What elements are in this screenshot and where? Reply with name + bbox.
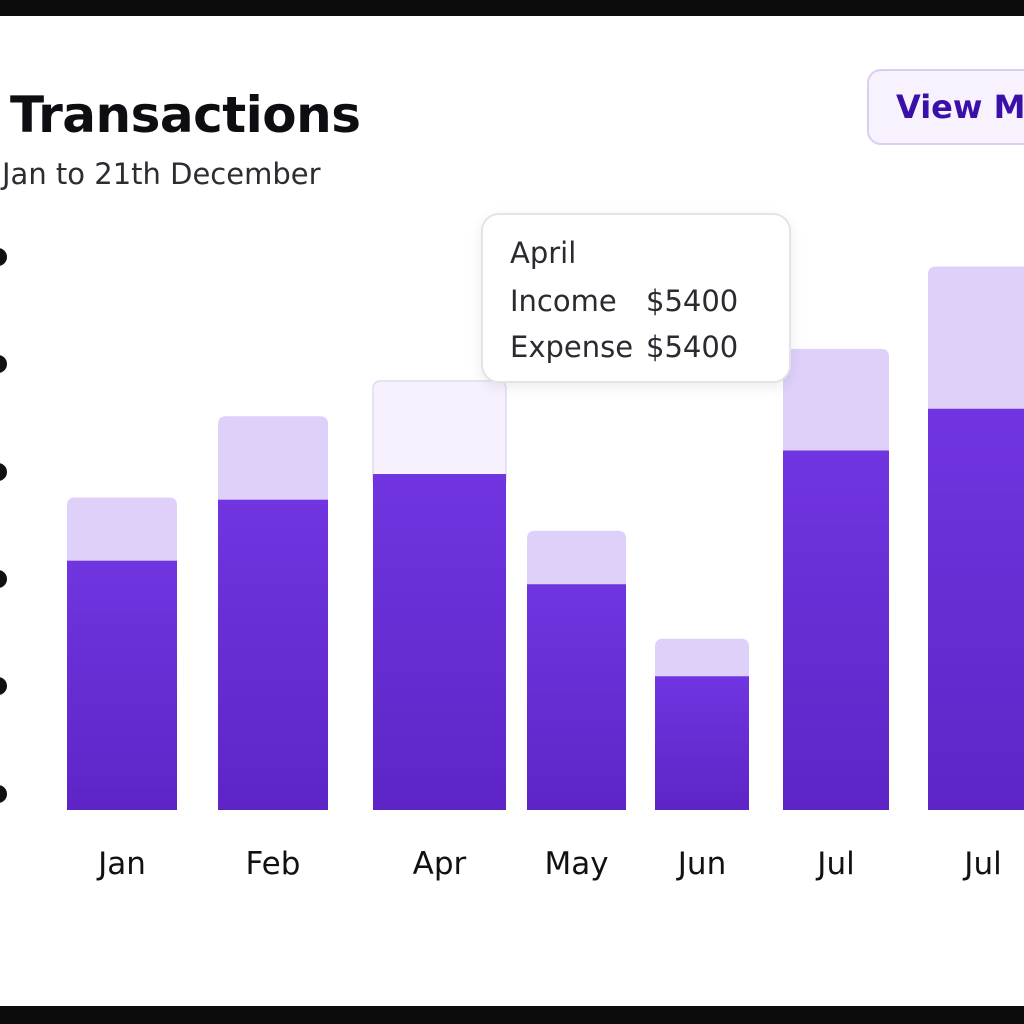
tooltip-income-label: Income [510,284,617,318]
bar-base-3 [527,802,626,810]
y-axis-tick-0 [0,248,7,266]
y-axis-tick-1 [0,355,7,373]
tooltip-income-value: $5400 [646,284,739,318]
bar-baseline-mask-3 [527,810,626,814]
x-tick-label-6: Jul [962,846,1001,882]
bar-baseline-mask-4 [655,810,749,814]
y-axis-tick-5 [0,785,7,803]
bar-income-feb-1[interactable] [218,499,328,810]
bar-income-jan-0[interactable] [67,560,177,810]
x-tick-label-5: Jul [815,846,854,882]
bar-expense-jul-5[interactable] [783,348,889,459]
bar-income-apr-2[interactable] [373,474,506,810]
bar-income-jul-5[interactable] [783,450,889,810]
y-axis-tick-2 [0,463,7,481]
bar-base-1 [218,802,328,810]
bar-base-5 [783,802,889,810]
bar-base-2 [373,802,506,810]
bar-expense-jun-4[interactable] [655,638,749,685]
bar-expense-jan-0[interactable] [67,497,177,569]
bar-baseline-mask-6 [928,810,1024,814]
tooltip-expense-row: Expense $5400 [510,325,789,371]
x-tick-label-0: Jan [96,846,146,882]
bar-expense-feb-1[interactable] [218,416,328,508]
bar-expense-apr-2[interactable] [372,380,507,483]
tooltip-income-row: Income $5400 [510,279,789,325]
bar-baseline-mask-1 [218,810,328,814]
bar-expense-jul-6[interactable] [928,266,1024,417]
chart-card: Jan Feb Apr May Jun Jul Jul Transactions Jan t… [0,16,1024,1006]
bar-baseline-mask-0 [67,810,177,814]
bar-base-0 [67,802,177,810]
bar-base-4 [655,802,749,810]
bar-baseline-mask-5 [783,810,889,814]
tooltip-month: April [510,236,577,270]
bar-tooltip: April Income $5400 Expense $5400 [481,213,791,383]
x-tick-label-4: Jun [676,846,726,882]
x-tick-label-2: Apr [413,846,467,882]
view-more-button[interactable]: View More [867,69,1024,145]
date-range-subtitle: Jan to 21th December [2,157,321,191]
bar-expense-may-3[interactable] [527,530,626,593]
x-tick-label-1: Feb [246,846,301,882]
y-axis-tick-3 [0,570,7,588]
bar-base-6 [928,802,1024,810]
tooltip-expense-label: Expense [510,330,634,364]
page-title: Transactions [10,86,361,144]
bar-income-may-3[interactable] [527,584,626,810]
bar-chart: Jan Feb Apr May Jun Jul Jul [0,248,1024,882]
tooltip-expense-value: $5400 [646,330,739,364]
bar-baseline-mask-2 [373,810,506,814]
bar-income-jun-4[interactable] [655,676,749,810]
y-axis-tick-4 [0,677,7,695]
bar-income-jul-6[interactable] [928,408,1024,810]
x-tick-label-3: May [544,846,608,882]
